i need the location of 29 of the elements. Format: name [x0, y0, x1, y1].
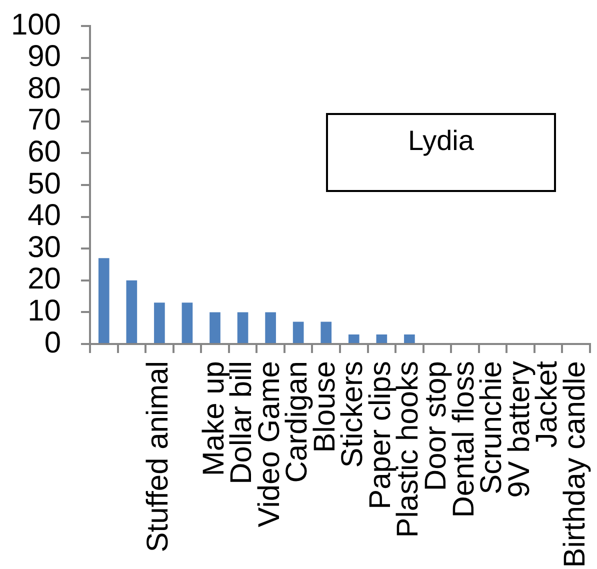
y-tick-label: 10 — [28, 294, 61, 328]
bar — [237, 312, 248, 343]
bar — [348, 334, 360, 343]
y-tick-label: 80 — [28, 72, 61, 105]
bar — [98, 258, 110, 343]
x-tick-label: Video Game — [252, 361, 286, 528]
y-tick-label: 20 — [28, 262, 61, 296]
bar — [376, 334, 388, 343]
bar — [182, 302, 193, 343]
bar — [292, 322, 304, 343]
bar — [320, 322, 332, 343]
bar — [210, 312, 220, 343]
bar — [126, 280, 138, 343]
y-tick-label: 30 — [28, 230, 61, 264]
y-tick-label: 0 — [44, 326, 61, 360]
text: Lydia — [407, 125, 475, 157]
y-tick-label: 100 — [10, 8, 61, 42]
y-tick-label: 90 — [28, 40, 61, 74]
x-tick-label: Door stop — [419, 361, 452, 492]
y-tick-label: 60 — [28, 135, 61, 168]
y-tick-label: 50 — [28, 167, 61, 200]
bar — [154, 302, 165, 343]
x-tick-label: Make up — [197, 361, 230, 476]
bar — [265, 312, 276, 343]
y-tick-label: 70 — [28, 104, 61, 137]
bar — [404, 334, 415, 343]
y-tick-label: 40 — [28, 199, 61, 232]
x-tick-label: Stuffed animal — [142, 361, 175, 552]
x-tick-label: Birthday candle — [558, 361, 592, 568]
